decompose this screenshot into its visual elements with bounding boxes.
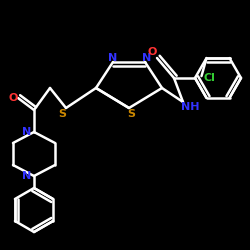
Text: O: O <box>8 93 18 103</box>
Text: S: S <box>127 109 135 119</box>
Text: N: N <box>142 53 152 63</box>
Text: N: N <box>22 171 32 181</box>
Text: O: O <box>147 47 157 57</box>
Text: Cl: Cl <box>204 73 216 83</box>
Text: N: N <box>108 53 118 63</box>
Text: S: S <box>58 109 66 119</box>
Text: NH: NH <box>181 102 199 112</box>
Text: N: N <box>22 127 32 137</box>
